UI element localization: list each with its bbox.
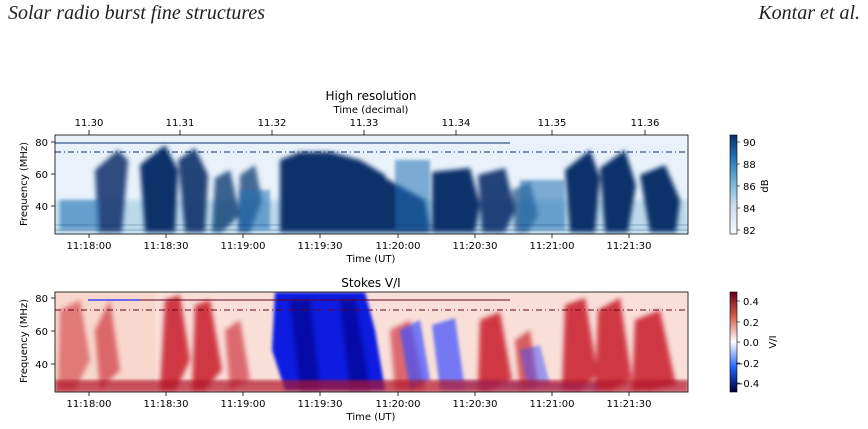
bottom-x-tick-label: 11:19:30 <box>298 399 343 410</box>
colorbar-tick-label: 84 <box>743 204 756 215</box>
top-tick-label: 11.34 <box>442 118 471 129</box>
colorbar-tick-label: 90 <box>743 138 756 149</box>
top-x-tick-label: 11:20:00 <box>376 241 421 252</box>
colorbar-tick-label: −0.4 <box>735 379 759 390</box>
bottom-x-tick-label: 11:20:00 <box>376 399 421 410</box>
top-tick-label: 11.33 <box>350 118 379 129</box>
bottom-y-tick-label: 60 <box>35 327 48 338</box>
top-x-tick-label: 11:21:00 <box>530 241 575 252</box>
top-tick-label: 11.35 <box>538 118 567 129</box>
top-x-tick-label: 11:18:30 <box>144 241 189 252</box>
colorbar-tick-label: 0.4 <box>743 297 759 308</box>
top-y-tick-label: 60 <box>35 170 48 181</box>
top-tick-label: 11.31 <box>166 118 195 129</box>
bottom-x-tick-label: 11:20:30 <box>453 399 498 410</box>
top-axis-ticks: 11.30 11.31 11.32 11.33 11.34 11.35 11.3… <box>75 118 660 135</box>
colorbar-tick-label: 0.0 <box>743 338 759 349</box>
top-x-tick-label: 11:21:30 <box>607 241 652 252</box>
top-y-axis-label: Frequency (MHz) <box>19 142 30 226</box>
bottom-x-tick-label: 11:19:00 <box>221 399 266 410</box>
top-x-tick-label: 11:20:30 <box>453 241 498 252</box>
bottom-x-axis: 11:18:00 11:18:30 11:19:00 11:19:30 11:2… <box>67 392 652 423</box>
bottom-x-tick-label: 11:18:00 <box>67 399 112 410</box>
top-dynamic-spectrum <box>55 135 688 234</box>
bottom-x-tick-label: 11:21:30 <box>607 399 652 410</box>
top-y-axis: 80 60 40 Frequency (MHz) <box>19 138 55 226</box>
bottom-x-tick-label: 11:21:00 <box>530 399 575 410</box>
bottom-y-axis: 80 60 40 Frequency (MHz) <box>19 294 55 383</box>
colorbar-label: V/I <box>768 335 779 348</box>
bottom-stokes-map <box>55 292 688 392</box>
bottom-colorbar: 0.4 0.2 0.0 −0.2 −0.4 V/I <box>729 291 779 393</box>
top-axis-label: Time (decimal) <box>333 105 409 116</box>
running-title: Solar radio burst fine structures <box>8 2 266 24</box>
bottom-panel-title: Stokes V/I <box>341 276 400 290</box>
top-x-tick-label: 11:19:00 <box>221 241 266 252</box>
top-tick-label: 11.30 <box>75 118 104 129</box>
bottom-y-axis-label: Frequency (MHz) <box>19 299 30 383</box>
top-panel-title: High resolution <box>326 89 417 103</box>
top-tick-label: 11.36 <box>631 118 660 129</box>
colorbar-label: dB <box>760 179 771 192</box>
top-tick-label: 11.32 <box>258 118 287 129</box>
bottom-x-axis-label: Time (UT) <box>346 412 396 423</box>
top-y-tick-label: 40 <box>35 202 48 213</box>
top-y-tick-label: 80 <box>35 138 48 149</box>
top-colorbar: 90 88 86 84 82 dB <box>729 134 771 237</box>
colorbar-tick-label: −0.2 <box>735 359 759 370</box>
bottom-x-tick-label: 11:18:30 <box>144 399 189 410</box>
top-x-axis: 11:18:00 11:18:30 11:19:00 11:19:30 11:2… <box>67 234 652 265</box>
colorbar-tick-label: 86 <box>743 182 756 193</box>
bottom-y-tick-label: 80 <box>35 294 48 305</box>
bottom-y-tick-label: 40 <box>35 360 48 371</box>
top-x-axis-label: Time (UT) <box>346 254 396 265</box>
running-authors: Kontar et al. <box>758 2 860 24</box>
colorbar-tick-label: 82 <box>743 226 756 237</box>
colorbar-tick-label: 88 <box>743 160 756 171</box>
top-x-tick-label: 11:18:00 <box>67 241 112 252</box>
colorbar-tick-label: 0.2 <box>743 318 759 329</box>
top-x-tick-label: 11:19:30 <box>298 241 343 252</box>
